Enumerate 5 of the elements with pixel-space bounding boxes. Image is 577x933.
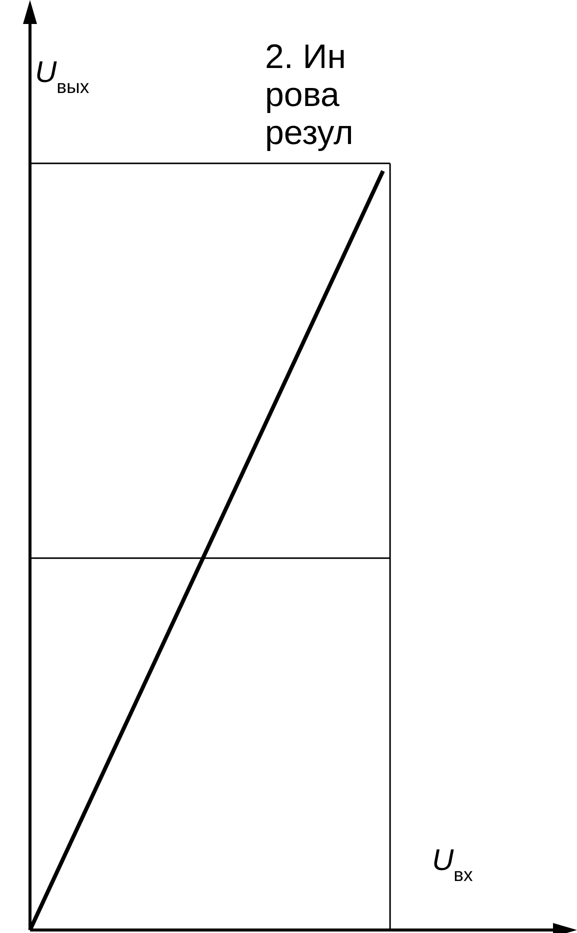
text: резул bbox=[265, 114, 354, 152]
y-axis-title: U$_{вых}$ bbox=[35, 56, 90, 96]
text: рова bbox=[265, 76, 340, 114]
x-axis-title: U$_{вх}$ bbox=[432, 844, 474, 884]
text: 2. Ин bbox=[265, 38, 346, 76]
